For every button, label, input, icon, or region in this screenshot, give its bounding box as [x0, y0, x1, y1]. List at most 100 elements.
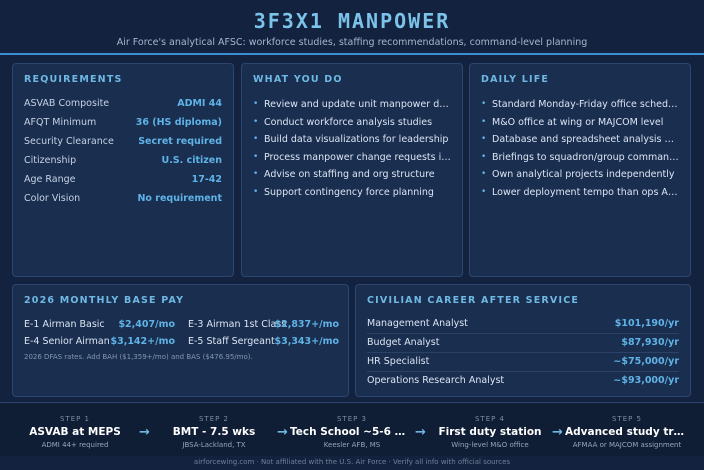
list-item: • Advise on staffing and org structure: [253, 169, 452, 187]
list-item-text: Own analytical projects independently: [492, 169, 675, 181]
arrow-right-icon: →: [277, 425, 288, 440]
list-item: • Standard Monday-Friday office schedule: [481, 99, 680, 117]
requirement-row: Color Vision No requirement: [24, 193, 222, 209]
career-row: Budget Analyst $87,930/yr: [367, 334, 679, 353]
pathway-step: STEP 1 ASVAB at MEPS ADMI 44+ required: [11, 403, 139, 449]
pathway-step: STEP 4 First duty station Wing-level M&O…: [426, 403, 554, 449]
career-row: HR Specialist ~$75,000/yr: [367, 353, 679, 372]
step-detail: JBSA-Lackland, TX: [182, 441, 246, 449]
list-item-text: Lower deployment tempo than ops AFSCs: [492, 186, 680, 198]
pay-row: E-3 Airman 1st Class $2,837+/mo: [188, 319, 339, 333]
duties-list: • Review and update unit manpower docu… •…: [253, 99, 452, 205]
daily-life-list: • Standard Monday-Friday office schedule …: [481, 99, 680, 205]
list-item: • Briefings to squadron/group commanders: [481, 152, 680, 170]
requirement-label: Citizenship: [24, 155, 77, 166]
step-number: STEP 5: [611, 415, 643, 423]
daily-life-panel: DAILY LIFE • Standard Monday-Friday offic…: [469, 63, 691, 277]
pay-grade-label: E-1 Airman Basic: [24, 319, 105, 330]
career-row: Operations Research Analyst ~$93,000/yr: [367, 372, 679, 391]
bullet-icon: •: [253, 151, 259, 162]
requirement-value: 36 (HS diploma): [135, 117, 222, 128]
step-detail: Wing-level M&O office: [451, 441, 529, 449]
requirement-label: ASVAB Composite: [24, 98, 110, 109]
pay-grade-label: E-3 Airman 1st Class: [188, 319, 287, 330]
list-item: • Review and update unit manpower docu…: [253, 99, 452, 117]
requirement-value: No requirement: [137, 193, 222, 204]
step-name: First duty station: [438, 426, 542, 438]
pathway-step: STEP 2 BMT - 7.5 wks JBSA-Lackland, TX: [150, 403, 278, 449]
requirement-label: Color Vision: [24, 193, 81, 204]
requirement-label: Age Range: [24, 174, 76, 185]
career-label: HR Specialist: [367, 356, 430, 367]
career-label: Management Analyst: [367, 318, 468, 329]
page-subtitle: Air Force's analytical AFSC: workforce s…: [116, 37, 588, 48]
career-salary: ~$75,000/yr: [613, 356, 679, 367]
bullet-icon: •: [253, 134, 259, 145]
list-item-text: Database and spreadsheet analysis daily: [492, 134, 680, 146]
step-number: STEP 2: [198, 415, 230, 423]
step-detail: ADMI 44+ required: [41, 441, 109, 449]
career-salary: $87,930/yr: [621, 337, 679, 348]
requirements-title: REQUIREMENTS: [24, 74, 123, 85]
list-item-text: Build data visualizations for leadership: [264, 134, 449, 146]
step-detail: Keesler AFB, MS: [323, 441, 381, 449]
list-item-text: M&O office at wing or MAJCOM level: [492, 116, 664, 128]
page-title: 3F3X1 MANPOWER: [253, 9, 451, 33]
pathway-step: STEP 3 Tech School ~5-6 wks Keesler AFB,…: [288, 403, 416, 449]
step-number: STEP 3: [336, 415, 368, 423]
list-item: • Own analytical projects independently: [481, 169, 680, 187]
step-name: Advanced study trai…: [565, 426, 691, 438]
list-item: • Lower deployment tempo than ops AFSCs: [481, 187, 680, 205]
list-item-text: Support contingency force planning: [264, 186, 434, 198]
list-item: • Support contingency force planning: [253, 187, 452, 205]
enlistment-pathway: STEP 1 ASVAB at MEPS ADMI 44+ required →…: [0, 402, 704, 456]
bullet-icon: •: [481, 151, 487, 162]
pay-grade-value: $2,407/mo: [118, 319, 175, 330]
list-item-text: Briefings to squadron/group commanders: [492, 151, 680, 163]
page-header: 3F3X1 MANPOWER Air Force's analytical AF…: [0, 0, 704, 54]
requirements-panel: REQUIREMENTS ASVAB Composite ADMI 44 AFQ…: [12, 63, 234, 277]
bullet-icon: •: [481, 186, 487, 197]
pathway-step: STEP 5 Advanced study trai… AFMAA or MAJ…: [563, 403, 691, 449]
career-salary: $101,190/yr: [614, 318, 679, 329]
pay-grade-value: $3,343+/mo: [274, 336, 339, 347]
step-number: STEP 4: [474, 415, 506, 423]
step-name: Tech School ~5-6 wks: [290, 426, 416, 438]
bullet-icon: •: [481, 169, 487, 180]
career-label: Budget Analyst: [367, 337, 440, 348]
list-item: • Database and spreadsheet analysis daily: [481, 134, 680, 152]
career-label: Operations Research Analyst: [367, 375, 505, 386]
pay-grade-label: E-4 Senior Airman: [24, 336, 110, 347]
list-item-text: Standard Monday-Friday office schedule: [492, 99, 680, 110]
list-item-text: Conduct workforce analysis studies: [264, 116, 433, 128]
pay-grade-value: $2,837+/mo: [274, 319, 339, 330]
base-pay-panel: 2026 MONTHLY BASE PAY E-1 Airman Basic $…: [12, 284, 349, 397]
list-item: • Build data visualizations for leadershi…: [253, 134, 452, 152]
list-item: • Conduct workforce analysis studies: [253, 117, 452, 135]
bullet-icon: •: [253, 186, 259, 197]
list-item-text: Advise on staffing and org structure: [264, 169, 435, 181]
bullet-icon: •: [253, 99, 259, 109]
civilian-career-title: CIVILIAN CAREER AFTER SERVICE: [367, 295, 580, 306]
requirement-value: Secret required: [138, 136, 222, 147]
career-salary: ~$93,000/yr: [613, 375, 679, 386]
civilian-career-panel: CIVILIAN CAREER AFTER SERVICE Management…: [355, 284, 691, 397]
list-item-text: Review and update unit manpower docu…: [264, 99, 452, 110]
pay-row: E-5 Staff Sergeant $3,343+/mo: [188, 336, 339, 350]
bullet-icon: •: [253, 169, 259, 180]
pay-row: E-1 Airman Basic $2,407/mo: [24, 319, 175, 333]
requirement-label: Security Clearance: [24, 136, 114, 147]
career-row: Management Analyst $101,190/yr: [367, 315, 679, 334]
arrow-right-icon: →: [139, 425, 150, 440]
requirement-row: Security Clearance Secret required: [24, 136, 222, 152]
requirement-row: Age Range 17-42: [24, 174, 222, 190]
header-divider: [0, 53, 704, 55]
step-detail: AFMAA or MAJCOM assignment: [572, 441, 682, 449]
list-item: • M&O office at wing or MAJCOM level: [481, 117, 680, 135]
pay-grade-label: E-5 Staff Sergeant: [188, 336, 275, 347]
bullet-icon: •: [481, 99, 487, 109]
list-item-text: Process manpower change requests in A…: [264, 151, 452, 163]
pay-grade-value: $3,142+/mo: [110, 336, 175, 347]
requirement-label: AFQT Minimum: [24, 117, 97, 128]
bullet-icon: •: [481, 134, 487, 145]
